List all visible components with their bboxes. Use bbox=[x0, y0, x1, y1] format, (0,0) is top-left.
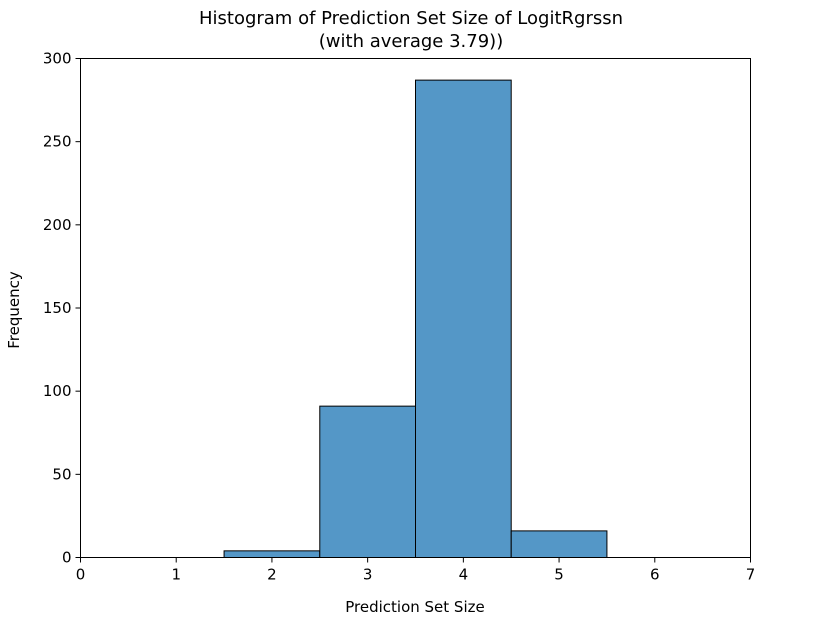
histogram-bar-2 bbox=[415, 79, 512, 559]
chart-title: Histogram of Prediction Set Size of Logi… bbox=[199, 8, 623, 29]
y-tick-label-5: 250 bbox=[43, 133, 72, 151]
chart-subtitle: (with average 3.79)) bbox=[319, 31, 503, 52]
x-tick-label-0: 0 bbox=[76, 566, 86, 584]
y-axis-ticks: 0 50 100 150 200 250 300 bbox=[43, 50, 81, 567]
x-tick-label-5: 5 bbox=[554, 566, 564, 584]
x-tick-label-2: 2 bbox=[267, 566, 277, 584]
y-tick-label-3: 150 bbox=[43, 299, 72, 317]
x-tick-label-1: 1 bbox=[171, 566, 181, 584]
bars-layer bbox=[223, 79, 608, 559]
x-axis-label: Prediction Set Size bbox=[345, 598, 484, 616]
x-tick-label-6: 6 bbox=[650, 566, 660, 584]
y-tick-label-1: 50 bbox=[52, 465, 71, 483]
y-tick-label-6: 300 bbox=[43, 50, 72, 68]
y-tick-label-0: 0 bbox=[62, 549, 72, 567]
x-tick-label-4: 4 bbox=[459, 566, 469, 584]
x-tick-label-3: 3 bbox=[363, 566, 373, 584]
x-tick-label-7: 7 bbox=[746, 566, 756, 584]
histogram-bar-0 bbox=[223, 550, 321, 559]
x-axis-ticks: 0 1 2 3 4 5 6 7 bbox=[76, 557, 756, 584]
y-axis-label: Frequency bbox=[5, 271, 23, 349]
histogram-bar-1 bbox=[319, 405, 416, 558]
y-tick-label-4: 200 bbox=[43, 216, 72, 234]
y-tick-label-2: 100 bbox=[43, 382, 72, 400]
histogram-bar-3 bbox=[510, 530, 608, 558]
